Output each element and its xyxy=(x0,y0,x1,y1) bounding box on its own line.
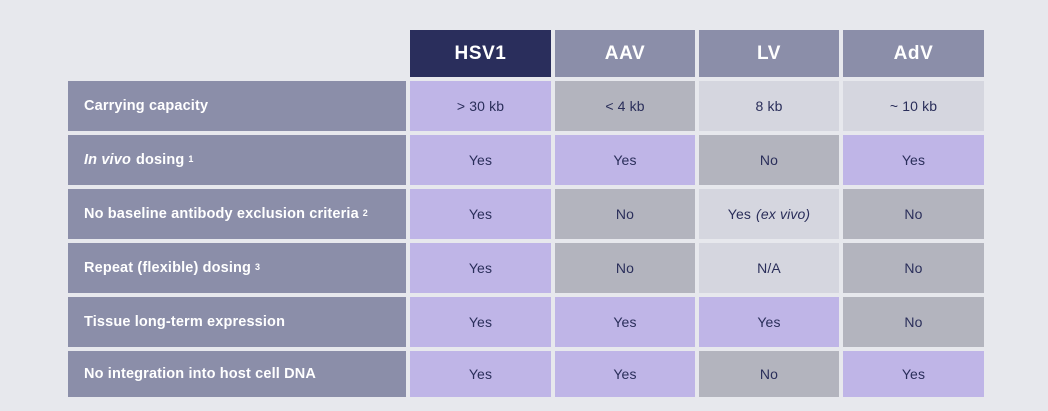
cell-value: Yes xyxy=(901,152,926,168)
cell-value: 8 kb xyxy=(755,98,783,114)
table-cell-lv-dosing: No xyxy=(699,135,839,185)
cell-value: N/A xyxy=(757,260,781,276)
column-header-hsv1: HSV1 xyxy=(410,30,551,77)
row-header-repeat-flexible-dosing: Repeat (flexible) dosing 3 xyxy=(68,243,406,293)
column-header-adv: AdV xyxy=(843,30,984,77)
cell-value: < 4 kb xyxy=(605,98,645,114)
row-header-label: Repeat (flexible) dosing xyxy=(84,260,252,276)
row-header-carrying-capacity: Carrying capacity xyxy=(68,81,406,131)
row-header-label: Carrying capacity xyxy=(84,98,209,114)
cell-value: No xyxy=(904,206,923,222)
cell-value: Yes xyxy=(468,206,493,222)
table-cell-hsv1-dosing: Yes xyxy=(410,135,551,185)
cell-value: Yes xyxy=(613,366,637,382)
row-header-in-vivo-dosing: In vivo dosing 1 xyxy=(68,135,406,185)
row-header-no-integration-into-host-cell-dna: No integration into host cell DNA xyxy=(68,351,406,397)
cell-value: > 30 kb xyxy=(456,98,505,114)
cell-value: Yes xyxy=(468,152,493,168)
cell-value: Yes xyxy=(727,206,752,222)
cell-value: ~ 10 kb xyxy=(889,98,938,114)
comparison-table: HSV1 AAV LV AdV Carrying capacity > 30 kb… xyxy=(68,30,984,397)
cell-value: Yes xyxy=(468,366,493,382)
column-header-label: AdV xyxy=(893,42,934,64)
column-header-lv: LV xyxy=(699,30,839,77)
footnote-superscript: 3 xyxy=(255,262,261,272)
table-cell-aav-no-integration-into-host-cell-dna: Yes xyxy=(555,351,695,397)
row-header-italic-text: In vivo xyxy=(84,152,131,168)
table-corner-spacer xyxy=(68,30,406,77)
column-header-aav: AAV xyxy=(555,30,695,77)
table-cell-adv-no-integration-into-host-cell-dna: Yes xyxy=(843,351,984,397)
row-header-label: No integration into host cell DNA xyxy=(84,366,316,382)
cell-value-italic-suffix: (ex vivo) xyxy=(756,206,811,222)
cell-value: Yes xyxy=(468,260,493,276)
table-cell-hsv1-no-integration-into-host-cell-dna: Yes xyxy=(410,351,551,397)
table-cell-lv-no-baseline-antibody-exclusion-criteria: Yes (ex vivo) xyxy=(699,189,839,239)
cell-value: Yes xyxy=(901,366,926,382)
table-cell-hsv1-carrying-capacity: > 30 kb xyxy=(410,81,551,131)
table-cell-adv-carrying-capacity: ~ 10 kb xyxy=(843,81,984,131)
column-header-label: AAV xyxy=(604,42,646,64)
table-cell-adv-repeat-flexible-dosing: No xyxy=(843,243,984,293)
cell-value: Yes xyxy=(468,314,493,330)
table-cell-lv-carrying-capacity: 8 kb xyxy=(699,81,839,131)
table-cell-hsv1-repeat-flexible-dosing: Yes xyxy=(410,243,551,293)
cell-value: No xyxy=(759,152,779,168)
table-cell-aav-carrying-capacity: < 4 kb xyxy=(555,81,695,131)
row-header-tissue-long-term-expression: Tissue long-term expression xyxy=(68,297,406,347)
cell-value: No xyxy=(904,260,923,276)
table-cell-lv-no-integration-into-host-cell-dna: No xyxy=(699,351,839,397)
footnote-superscript: 2 xyxy=(362,208,368,218)
table-cell-adv-tissue-long-term-expression: No xyxy=(843,297,984,347)
cell-value: Yes xyxy=(613,314,637,330)
cell-value: No xyxy=(615,260,635,276)
table-cell-lv-tissue-long-term-expression: Yes xyxy=(699,297,839,347)
row-header-label: dosing xyxy=(135,152,185,168)
table-cell-aav-tissue-long-term-expression: Yes xyxy=(555,297,695,347)
table-cell-hsv1-tissue-long-term-expression: Yes xyxy=(410,297,551,347)
table-cell-hsv1-no-baseline-antibody-exclusion-criteria: Yes xyxy=(410,189,551,239)
table-cell-aav-no-baseline-antibody-exclusion-criteria: No xyxy=(555,189,695,239)
table-cell-adv-no-baseline-antibody-exclusion-criteria: No xyxy=(843,189,984,239)
cell-value: Yes xyxy=(613,152,637,168)
table-cell-aav-dosing: Yes xyxy=(555,135,695,185)
cell-value: No xyxy=(759,366,779,382)
cell-value: No xyxy=(615,206,635,222)
row-header-no-baseline-antibody-exclusion-criteria: No baseline antibody exclusion criteria 2 xyxy=(68,189,406,239)
table-cell-adv-dosing: Yes xyxy=(843,135,984,185)
table-cell-aav-repeat-flexible-dosing: No xyxy=(555,243,695,293)
row-header-label: Tissue long-term expression xyxy=(84,314,286,330)
row-header-label: No baseline antibody exclusion criteria xyxy=(84,206,359,222)
footnote-superscript: 1 xyxy=(188,154,194,164)
table-cell-lv-repeat-flexible-dosing: N/A xyxy=(699,243,839,293)
column-header-label: LV xyxy=(756,42,781,64)
cell-value: Yes xyxy=(757,314,781,330)
cell-value: No xyxy=(904,314,923,330)
column-header-label: HSV1 xyxy=(454,42,507,64)
